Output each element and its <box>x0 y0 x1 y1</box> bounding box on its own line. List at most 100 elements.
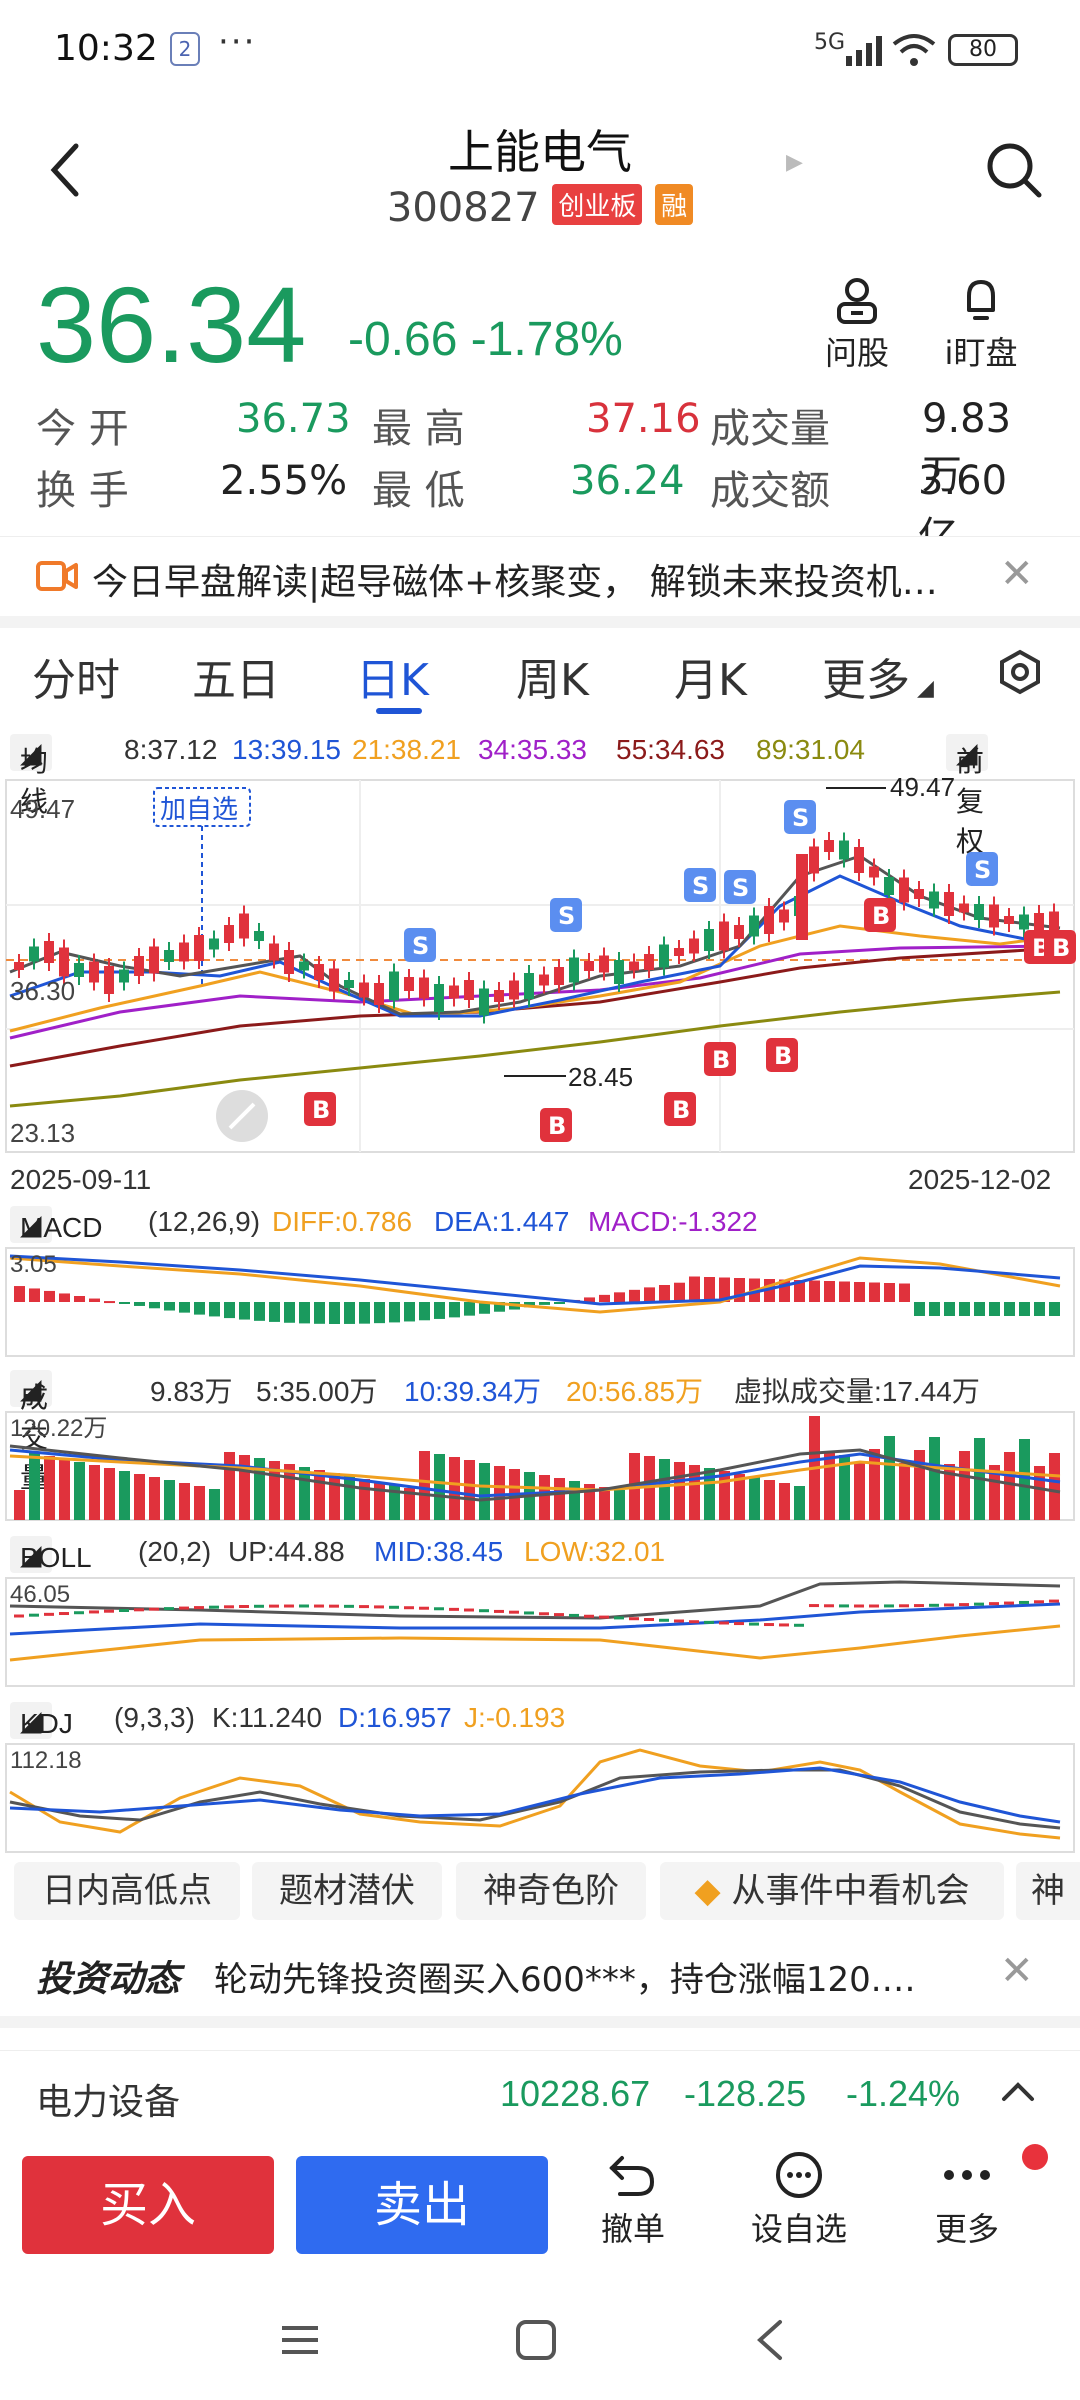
volume-bar <box>269 1461 280 1520</box>
turnover-value: 2.55% <box>220 458 348 504</box>
volume-bar <box>14 1490 25 1520</box>
macd-bar <box>1049 1302 1060 1316</box>
search-icon[interactable] <box>984 140 1044 200</box>
trade-marker-badge <box>304 1092 336 1126</box>
chip-theme-ambush[interactable]: 题材潜伏 <box>252 1862 442 1920</box>
macd-bar <box>959 1302 970 1316</box>
kline-chart[interactable]: 49.47 36.30 23.13 加自选 49.47 28.45 BSSBBS… <box>0 776 1080 1156</box>
volume-bar <box>404 1488 415 1520</box>
candle-body <box>359 982 369 998</box>
candle-body <box>959 903 969 913</box>
macd-bar <box>599 1294 610 1302</box>
boll-selector[interactable]: BOLL ◢ <box>10 1536 92 1573</box>
boll-chart[interactable]: 46.05 <box>0 1576 1080 1688</box>
candle-body <box>119 969 129 983</box>
tab-more[interactable]: 更多 ◢ <box>822 655 934 706</box>
candle-body <box>659 944 669 968</box>
menu-icon[interactable] <box>278 2322 322 2358</box>
macd-bar <box>584 1297 595 1302</box>
tab-weekly-k[interactable]: 周K <box>516 655 589 706</box>
volume-bar <box>254 1458 265 1520</box>
chart-settings-icon[interactable] <box>996 648 1044 696</box>
macd-bar <box>29 1288 40 1302</box>
notification-dot <box>1022 2144 1048 2170</box>
add-watch-marker[interactable] <box>153 787 251 827</box>
kline-dates: 2025-09-11 2025-12-02 <box>0 1158 1080 1204</box>
volume-bar <box>914 1450 925 1520</box>
volume-selector[interactable]: 成交量 ◢ <box>10 1370 52 1493</box>
macd-bar <box>329 1302 340 1324</box>
buy-button[interactable]: 买入 <box>22 2156 274 2254</box>
kdj-chart[interactable]: 112.18 <box>0 1742 1080 1854</box>
tab-daily-k[interactable]: 日K <box>356 655 429 706</box>
trade-marker-letter: B <box>1052 934 1070 962</box>
macd-params: (12,26,9) <box>148 1206 261 1237</box>
system-nav-bar <box>0 2276 1080 2400</box>
ma-selector[interactable]: 均线 ◢ <box>10 734 52 817</box>
watch-button[interactable]: i盯盘 <box>926 276 1036 374</box>
macd-value: MACD:-1.322 <box>588 1206 758 1237</box>
adjust-selector[interactable]: 前复权 ◢ <box>946 734 988 857</box>
next-stock-icon[interactable]: ▶ <box>786 150 803 175</box>
turnover-label: 换 手 <box>36 468 129 514</box>
candle-body <box>419 977 429 999</box>
tab-monthly-k[interactable]: 月K <box>674 655 747 706</box>
tab-five-day[interactable]: 五日 <box>192 655 280 706</box>
chip-intraday-high-low[interactable]: 日内高低点 <box>14 1862 240 1920</box>
macd-bar <box>899 1283 910 1302</box>
ask-stock-button[interactable]: 问股 <box>812 276 902 374</box>
home-icon[interactable] <box>514 2318 558 2362</box>
low-price-label: 28.45 <box>568 1062 633 1092</box>
change-percent: -1.78% <box>470 313 623 366</box>
ma21-value: 21:38.21 <box>352 734 461 765</box>
macd-bar <box>449 1302 460 1318</box>
sector-row[interactable]: 电力设备 10228.67 -128.25 -1.24% <box>0 2050 1080 2136</box>
macd-chart[interactable]: 3.05 <box>0 1246 1080 1358</box>
news-banner[interactable]: 今日早盘解读|超导磁体+核聚变， 解锁未来投资机… ✕ <box>0 536 1080 616</box>
candle-body <box>374 983 384 1005</box>
more-button[interactable]: 更多 <box>902 2150 1032 2250</box>
investment-news-banner[interactable]: 投资动态 轮动先锋投资圈买入600***，持仓涨幅120.… ✕ <box>0 1934 1080 2014</box>
volume-bar <box>494 1466 505 1520</box>
volume-label: 成交量 <box>710 406 830 452</box>
trade-marker: B <box>540 1108 572 1142</box>
candle-body <box>554 967 564 985</box>
cancel-order-button[interactable]: 撤单 <box>568 2150 698 2250</box>
kdj-selector[interactable]: KDJ ◢ <box>10 1702 73 1739</box>
active-tab-indicator <box>376 708 422 714</box>
add-watchlist-button[interactable]: 设自选 <box>734 2150 864 2250</box>
tab-intraday[interactable]: 分时 <box>32 655 120 706</box>
macd-selector[interactable]: MACD ◢ <box>10 1206 102 1243</box>
trade-marker: S <box>550 898 582 932</box>
chip-magic-color[interactable]: 神奇色阶 <box>456 1862 646 1920</box>
candle-body <box>974 904 984 920</box>
back-arrow-icon[interactable] <box>46 140 86 200</box>
volume-bar <box>989 1465 1000 1520</box>
volume-bar <box>89 1465 100 1520</box>
candle-body <box>796 854 808 940</box>
adjust-label: 前复权 <box>956 746 985 857</box>
volume-bar <box>959 1451 970 1520</box>
volume-bar <box>134 1474 145 1520</box>
chip-event-label: 从事件中看机会 <box>731 1871 970 1911</box>
macd-bar <box>629 1289 640 1302</box>
chip-more[interactable]: 神 <box>1016 1862 1080 1920</box>
chip-event-opportunity[interactable]: ◆ 从事件中看机会 <box>660 1862 1004 1920</box>
candle-body <box>719 921 729 951</box>
chevron-up-icon[interactable] <box>1000 2077 1036 2107</box>
macd-bar <box>929 1302 940 1316</box>
candle-body <box>1034 913 1044 935</box>
divider <box>0 2016 1080 2028</box>
close-icon[interactable]: ✕ <box>1000 551 1034 597</box>
candle-body <box>1004 916 1014 924</box>
close-icon[interactable]: ✕ <box>1000 1948 1034 1994</box>
nav-back-icon[interactable] <box>752 2318 788 2362</box>
change-value: -0.66 <box>348 313 458 366</box>
volume-chart[interactable]: 120.22万 <box>0 1410 1080 1522</box>
volume-bar <box>344 1476 355 1520</box>
candle-body <box>164 950 174 962</box>
volume-value: 9.83万 <box>922 396 1012 498</box>
volume-bar <box>704 1468 715 1520</box>
sell-button[interactable]: 卖出 <box>296 2156 548 2254</box>
trade-marker: S <box>966 852 998 886</box>
